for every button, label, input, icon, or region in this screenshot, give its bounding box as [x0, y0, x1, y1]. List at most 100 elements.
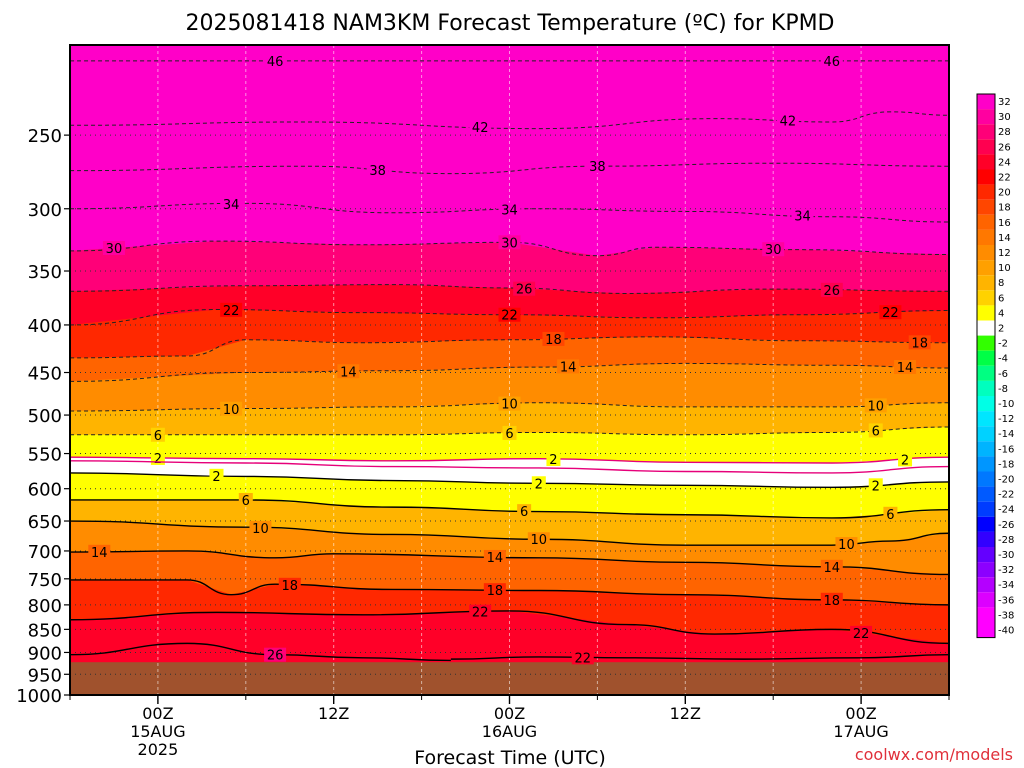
- colorbar-label: -12: [998, 414, 1014, 425]
- colorbar-label: -18: [998, 459, 1014, 470]
- colorbar-label: -32: [998, 565, 1014, 576]
- contour-label: 26: [516, 283, 533, 298]
- y-tick-label: 950: [28, 665, 62, 686]
- x-tick-label: 00Z: [142, 704, 173, 723]
- colorbar-label: -26: [998, 520, 1014, 531]
- contour-30-4: [69, 240, 950, 257]
- y-tick-label: 500: [28, 406, 62, 427]
- colorbar-swatch: [977, 305, 995, 321]
- contour-label: 42: [472, 121, 489, 136]
- contour-label: 38: [369, 164, 386, 179]
- colorbar-swatch: [977, 426, 995, 442]
- contour-label-bg: [88, 544, 111, 559]
- contour-18-17: [70, 579, 950, 606]
- contour-label-bg: [220, 302, 243, 317]
- colorbar-swatch: [977, 396, 995, 412]
- contour-label-bg: [502, 425, 517, 440]
- contour-label-bg: [868, 423, 883, 438]
- y-tick-label: 800: [28, 596, 62, 617]
- contour-38-2: [69, 162, 950, 175]
- colorbar-swatch: [977, 486, 995, 502]
- contour-label: 22: [223, 304, 240, 319]
- contour-label-bg: [908, 335, 931, 350]
- y-tick-label: 750: [28, 570, 62, 591]
- colorbar-swatch: [977, 471, 995, 487]
- contour-label-bg: [762, 242, 785, 257]
- contour-22-18: [69, 610, 950, 645]
- contour-label: 18: [911, 336, 928, 351]
- y-tick-label: 550: [28, 445, 62, 466]
- contour-label-bg: [337, 364, 360, 379]
- contour-label-bg: [820, 282, 843, 297]
- contour-label: 14: [560, 360, 577, 375]
- x-tick-label: 00Z: [494, 704, 525, 723]
- colorbar-label: 4: [998, 308, 1004, 319]
- colorbar-label: 32: [998, 97, 1011, 108]
- contour-label: 30: [501, 236, 518, 251]
- contour-label: 10: [838, 538, 855, 553]
- contour-label: 38: [589, 160, 606, 175]
- contour-label-bg: [483, 583, 506, 598]
- contour-18-7: [69, 336, 950, 359]
- colorbar-label: 22: [998, 173, 1011, 184]
- contour-label: 10: [501, 398, 518, 413]
- contour-label-bg: [469, 119, 492, 134]
- contour-2-11: [69, 456, 950, 464]
- colorbar-swatch: [977, 245, 995, 261]
- colorbar-label: -14: [998, 429, 1014, 440]
- contour-label-bg: [531, 476, 546, 491]
- y-tick-label: 650: [28, 512, 62, 533]
- contour-label-bg: [264, 53, 287, 68]
- contour-label: 2: [212, 470, 220, 485]
- colorbar-label: 16: [998, 218, 1011, 229]
- contour-label: 14: [824, 561, 841, 576]
- contour-label: 14: [897, 361, 914, 376]
- colorbar-frame: [976, 93, 996, 639]
- contour-label: 2: [154, 452, 162, 467]
- contour-label: 14: [487, 551, 504, 566]
- colorbar-label: 2: [998, 324, 1004, 335]
- contour-label-bg: [498, 396, 521, 411]
- contour-label: 10: [531, 533, 548, 548]
- y-tick-label: 300: [28, 200, 62, 221]
- contour-10-9: [69, 402, 950, 412]
- colorbar-swatch: [977, 335, 995, 351]
- contour-label: 34: [501, 204, 518, 219]
- contour-label: 46: [824, 55, 841, 70]
- contour-label-bg: [864, 398, 887, 413]
- contour-label-bg: [820, 53, 843, 68]
- x-tick-label: 15AUG: [130, 722, 185, 741]
- colorbar-label: -16: [998, 444, 1014, 455]
- contour-label: 18: [281, 579, 298, 594]
- contour-label-bg: [249, 520, 272, 535]
- contour-label-bg: [278, 577, 301, 592]
- x-tick-label: 17AUG: [833, 722, 888, 741]
- y-tick-label: 900: [28, 643, 62, 664]
- contour-label: 10: [223, 403, 240, 418]
- y-tick-label: 1000: [16, 686, 62, 707]
- contour-label: 34: [794, 210, 811, 225]
- x-tick-label: 16AUG: [482, 722, 537, 741]
- temperature-bands: [70, 45, 949, 696]
- contour-label: 2: [549, 453, 557, 468]
- colorbar-swatch: [977, 290, 995, 306]
- colorbar-swatch: [977, 592, 995, 608]
- colorbar-swatch: [977, 411, 995, 427]
- contour-label-bg: [820, 559, 843, 574]
- colorbar-swatch: [977, 547, 995, 563]
- contour-label-bg: [820, 592, 843, 607]
- contour-label: 42: [780, 115, 797, 130]
- colorbar-swatch: [977, 214, 995, 230]
- colorbar-swatch: [977, 154, 995, 170]
- contour-label-bg: [483, 549, 506, 564]
- contour-label: 22: [882, 306, 899, 321]
- contour-label-bg: [542, 331, 565, 346]
- colorbar-swatch: [977, 94, 995, 110]
- colorbar: 32 30 28 26 24 22 20 18 16 14 12 10 8 6 4 2 -2 -4 -6 -8 -10 -…: [976, 93, 1014, 639]
- colorbar-swatch: [977, 577, 995, 593]
- contour-label-bg: [209, 468, 224, 483]
- colorbar-label: -4: [998, 354, 1008, 365]
- colorbar-label: 10: [998, 263, 1011, 274]
